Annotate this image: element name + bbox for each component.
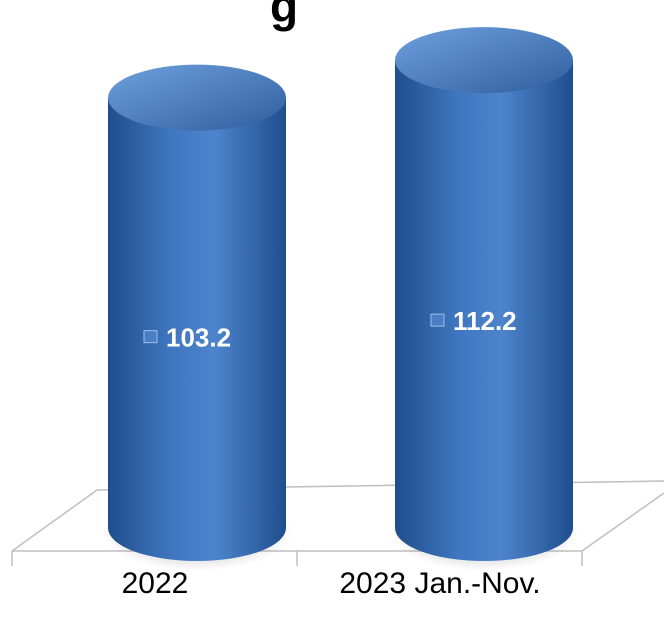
cylinder-bar: 112.2: [389, 27, 579, 571]
data-label: 103.2: [166, 323, 231, 353]
chart-title-fragment: g: [270, 0, 298, 32]
bar-body: [108, 97, 286, 561]
category-label: 2022: [122, 567, 189, 600]
bar-top: [395, 27, 573, 94]
category-labels: 2022 2023 Jan.-Nov.: [122, 567, 541, 600]
cylinder-bar: 103.2: [102, 64, 292, 571]
category-label: 2023 Jan.-Nov.: [339, 567, 540, 600]
data-label-marker: [430, 313, 445, 327]
bar-series: 103.2 112.2: [102, 27, 579, 571]
data-label-marker: [143, 330, 158, 344]
data-label: 112.2: [453, 306, 517, 336]
bar-body: [395, 60, 573, 561]
bar-top: [108, 64, 286, 131]
